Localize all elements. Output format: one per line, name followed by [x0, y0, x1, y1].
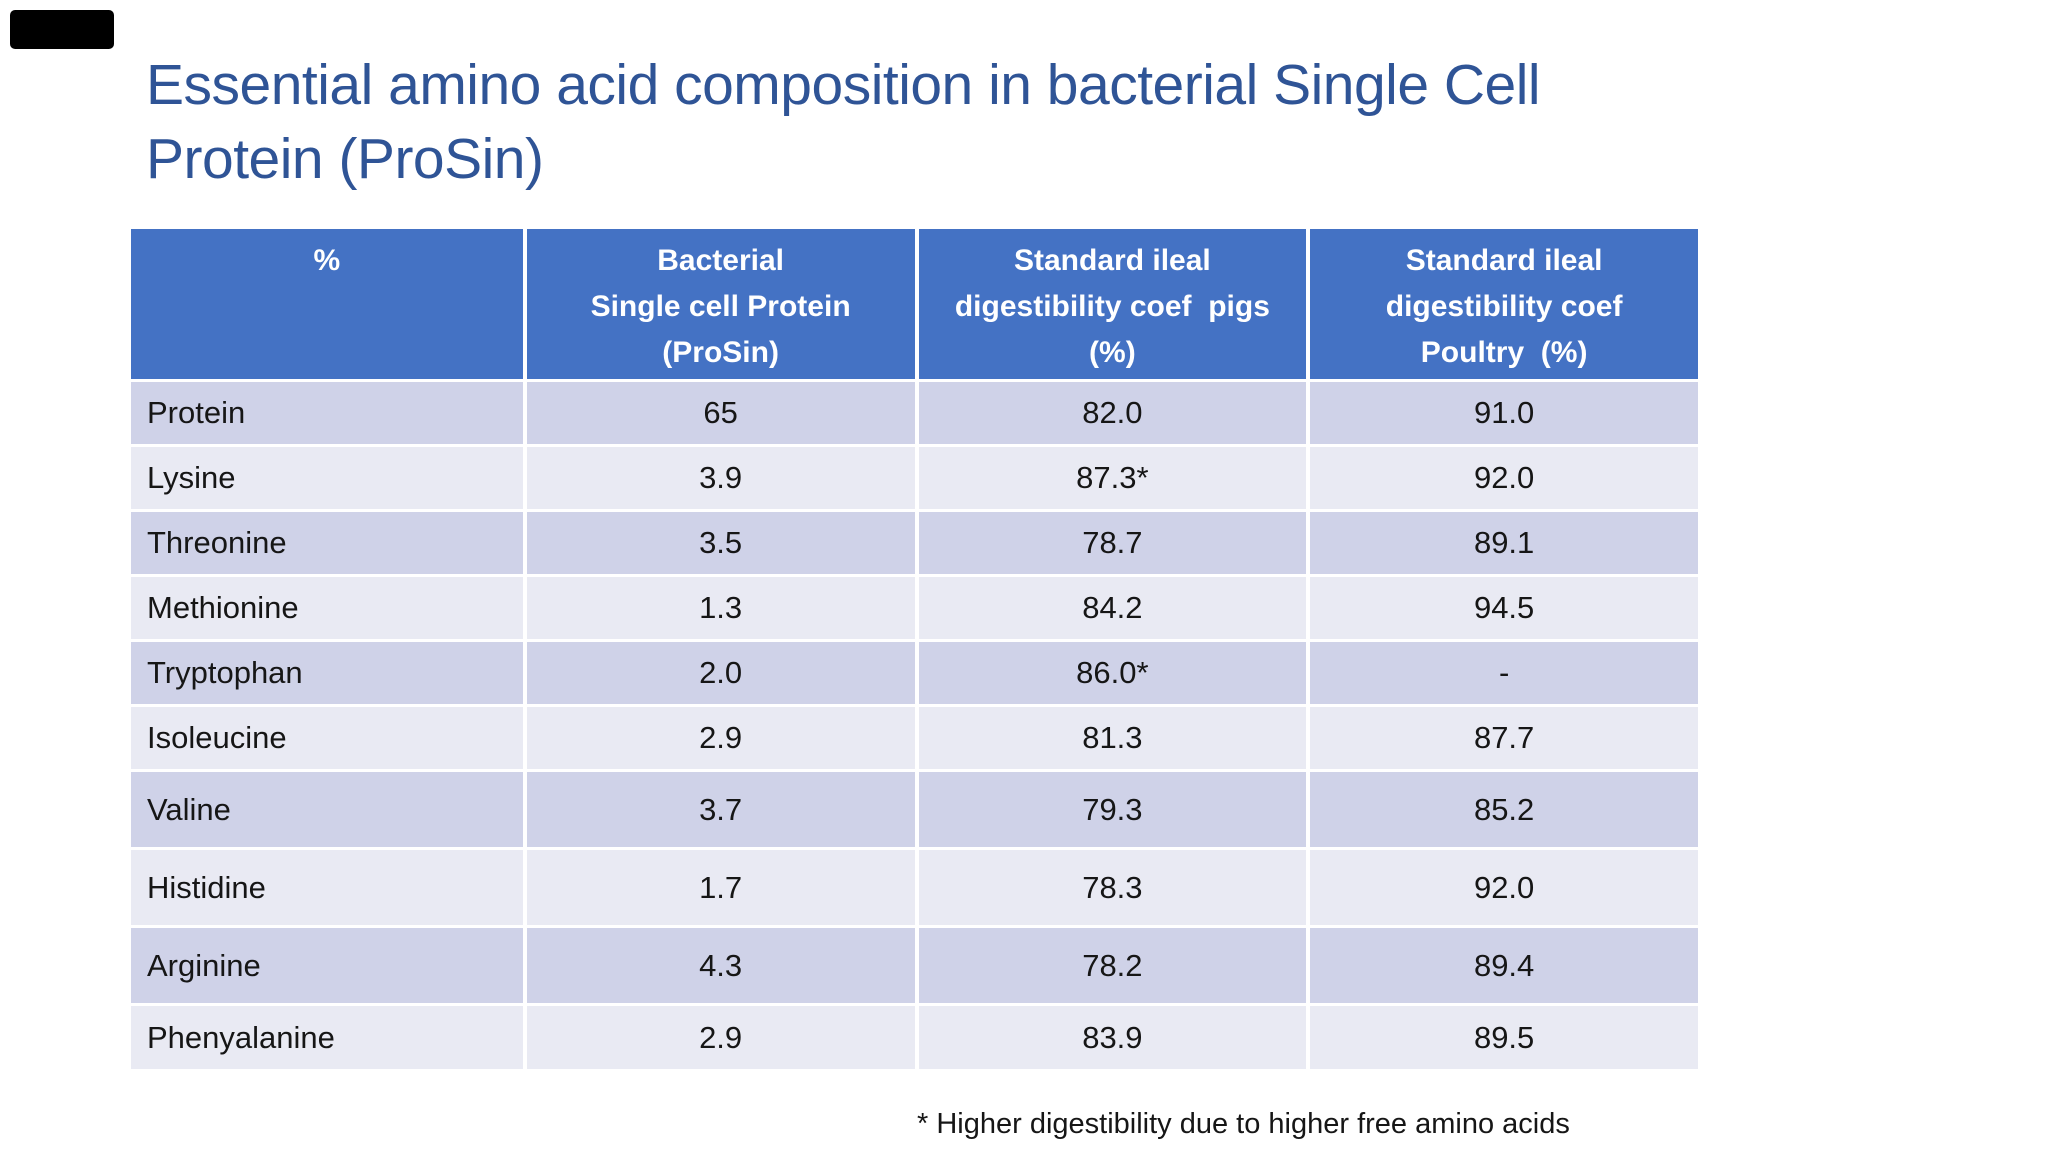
cell-amino-acid-name: Threonine: [131, 509, 523, 574]
cell-scp-value: 1.3: [522, 574, 915, 639]
cell-scp-value: 2.9: [522, 704, 915, 769]
table-row: Methionine 1.3 84.2 94.5: [131, 574, 1698, 639]
cell-pigs-digestibility: 78.7: [914, 509, 1307, 574]
cell-amino-acid-name: Lysine: [131, 444, 523, 509]
cell-pigs-digestibility: 84.2: [914, 574, 1307, 639]
cell-poultry-digestibility: 92.0: [1306, 847, 1698, 925]
corner-marker: [10, 10, 114, 49]
cell-amino-acid-name: Arginine: [131, 925, 523, 1003]
cell-poultry-digestibility: 85.2: [1306, 769, 1698, 847]
column-header: Standard ileal digestibility coef Poultr…: [1306, 229, 1698, 379]
cell-poultry-digestibility: 89.1: [1306, 509, 1698, 574]
table-row: Protein 65 82.0 91.0: [131, 379, 1698, 444]
table-row: Histidine 1.7 78.3 92.0: [131, 847, 1698, 925]
cell-poultry-digestibility: 89.5: [1306, 1003, 1698, 1069]
cell-poultry-digestibility: 91.0: [1306, 379, 1698, 444]
cell-poultry-digestibility: 92.0: [1306, 444, 1698, 509]
table-header: % Bacterial Single cell Protein (ProSin) S…: [131, 229, 1698, 379]
cell-scp-value: 3.7: [522, 769, 915, 847]
table-row: Isoleucine 2.9 81.3 87.7: [131, 704, 1698, 769]
table-row: Threonine 3.5 78.7 89.1: [131, 509, 1698, 574]
cell-pigs-digestibility: 81.3: [914, 704, 1307, 769]
cell-scp-value: 3.9: [522, 444, 915, 509]
cell-pigs-digestibility: 78.2: [914, 925, 1307, 1003]
cell-scp-value: 1.7: [522, 847, 915, 925]
column-header: %: [131, 229, 523, 379]
table-row: Phenyalanine 2.9 83.9 89.5: [131, 1003, 1698, 1069]
page-title: Essential amino acid composition in bact…: [146, 53, 1541, 191]
amino-acid-table: % Bacterial Single cell Protein (ProSin) S…: [131, 229, 1698, 1069]
cell-pigs-digestibility: 82.0: [914, 379, 1307, 444]
table-row: Lysine 3.9 87.3* 92.0: [131, 444, 1698, 509]
cell-pigs-digestibility: 83.9: [914, 1003, 1307, 1069]
cell-scp-value: 3.5: [522, 509, 915, 574]
cell-amino-acid-name: Tryptophan: [131, 639, 523, 704]
cell-poultry-digestibility: 87.7: [1306, 704, 1698, 769]
cell-scp-value: 4.3: [522, 925, 915, 1003]
cell-poultry-digestibility: 89.4: [1306, 925, 1698, 1003]
cell-amino-acid-name: Isoleucine: [131, 704, 523, 769]
cell-amino-acid-name: Valine: [131, 769, 523, 847]
column-header: Bacterial Single cell Protein (ProSin): [522, 229, 915, 379]
table-row: Arginine 4.3 78.2 89.4: [131, 925, 1698, 1003]
table-body: Protein 65 82.0 91.0 Lysine 3.9 87.3* 92.0 Threo…: [131, 379, 1698, 1069]
cell-scp-value: 2.9: [522, 1003, 915, 1069]
cell-amino-acid-name: Phenyalanine: [131, 1003, 523, 1069]
cell-scp-value: 2.0: [522, 639, 915, 704]
cell-amino-acid-name: Protein: [131, 379, 523, 444]
cell-pigs-digestibility: 78.3: [914, 847, 1307, 925]
cell-poultry-digestibility: 94.5: [1306, 574, 1698, 639]
cell-pigs-digestibility: 79.3: [914, 769, 1307, 847]
table-row: Valine 3.7 79.3 85.2: [131, 769, 1698, 847]
cell-scp-value: 65: [522, 379, 915, 444]
table-row: Tryptophan 2.0 86.0* -: [131, 639, 1698, 704]
footnote: * Higher digestibility due to higher fre…: [917, 1108, 1570, 1140]
cell-pigs-digestibility: 87.3*: [914, 444, 1307, 509]
header-row: % Bacterial Single cell Protein (ProSin) S…: [131, 229, 1698, 379]
cell-poultry-digestibility: -: [1306, 639, 1698, 704]
column-header: Standard ileal digestibility coef pigs (…: [914, 229, 1307, 379]
cell-amino-acid-name: Methionine: [131, 574, 523, 639]
cell-amino-acid-name: Histidine: [131, 847, 523, 925]
cell-pigs-digestibility: 86.0*: [914, 639, 1307, 704]
